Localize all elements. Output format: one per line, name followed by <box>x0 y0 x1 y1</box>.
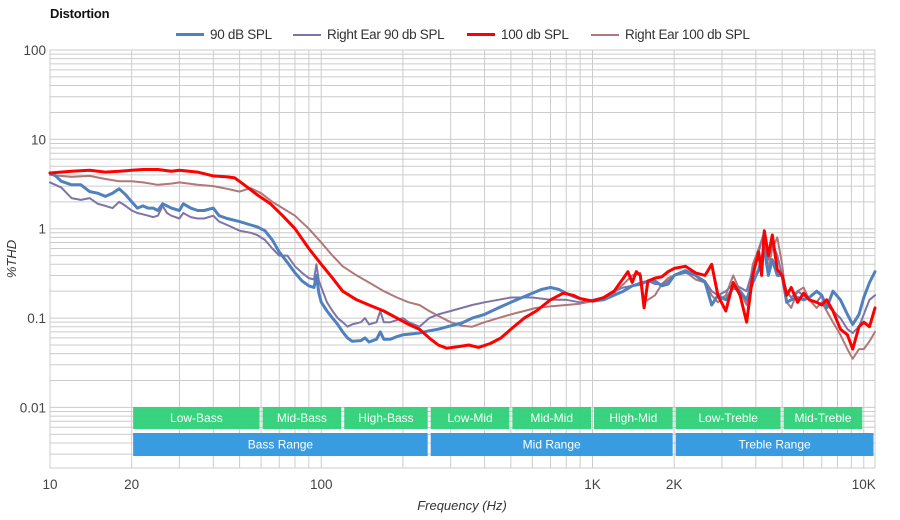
legend-swatch-right-90db <box>293 33 321 36</box>
mid-treble-band-label: Mid-Treble <box>794 411 851 425</box>
series-line-right-ear-100-db-spl <box>49 173 876 360</box>
y-tick-label: 0.1 <box>27 311 46 326</box>
series-line-90-db-spl <box>48 171 877 344</box>
bass-range-band <box>133 433 428 456</box>
legend-swatch-right-100db <box>591 33 619 36</box>
bass-range-band-label: Bass Range <box>248 438 314 452</box>
y-tick-label: 0.01 <box>20 400 46 415</box>
plot-border <box>49 49 876 469</box>
low-treble-band <box>675 407 781 429</box>
y-tick-label: 10 <box>31 132 46 147</box>
legend-item-right-100db[interactable]: Right Ear 100 db SPL <box>591 27 750 42</box>
low-mid-band <box>430 407 510 429</box>
x-tick-label: 10K <box>852 477 876 492</box>
legend-label-right-100db: Right Ear 100 db SPL <box>625 27 750 42</box>
mid-bass-band <box>262 407 342 429</box>
x-tick-label: 1K <box>584 477 601 492</box>
x-tick-label: 100 <box>310 477 333 492</box>
y-axis-title: %THD <box>4 240 19 278</box>
legend-item-100db[interactable]: 100 db SPL <box>467 27 569 42</box>
high-mid-band <box>594 407 673 429</box>
legend-item-right-90db[interactable]: Right Ear 90 db SPL <box>293 27 445 42</box>
legend-label-right-90db: Right Ear 90 db SPL <box>327 27 445 42</box>
x-axis-title: Frequency (Hz) <box>417 498 507 513</box>
low-bass-band-label: Low-Bass <box>170 411 223 425</box>
high-bass-band <box>344 407 428 429</box>
mid-range-band-label: Mid Range <box>523 438 581 452</box>
x-tick-label: 20 <box>124 477 139 492</box>
mid-treble-band <box>783 407 863 429</box>
mid-bass-band-label: Mid-Bass <box>277 411 327 425</box>
mid-range-band <box>430 433 673 456</box>
series-line-100-db-spl <box>48 168 877 351</box>
x-tick-label: 10 <box>42 477 57 492</box>
mid-mid-band-label: Mid-Mid <box>530 411 573 425</box>
treble-range-band <box>675 433 874 456</box>
legend-item-90db[interactable]: 90 dB SPL <box>176 27 272 42</box>
treble-range-band-label: Treble Range <box>738 438 811 452</box>
x-tick-label: 2K <box>666 477 683 492</box>
mid-mid-band <box>512 407 592 429</box>
series-line-right-ear-90-db-spl <box>49 181 876 334</box>
legend-swatch-100db <box>467 33 495 36</box>
legend-label-90db: 90 dB SPL <box>210 27 272 42</box>
high-bass-band-label: High-Bass <box>358 411 413 425</box>
y-tick-label: 100 <box>23 43 46 58</box>
axes: 100 10 1 0.1 0.01 10 20 100 1K 2K 10K <box>20 43 876 492</box>
high-mid-band-label: High-Mid <box>609 411 657 425</box>
series-lines <box>48 168 877 360</box>
legend-label-100db: 100 db SPL <box>501 27 569 42</box>
legend-swatch-90db <box>176 33 204 36</box>
y-tick-label: 1 <box>38 222 46 237</box>
low-treble-band-label: Low-Treble <box>698 411 758 425</box>
chart-title: Distortion <box>50 6 110 21</box>
low-mid-band-label: Low-Mid <box>447 411 492 425</box>
low-bass-band <box>133 407 260 429</box>
grid <box>49 49 876 469</box>
frequency-bands: Low-Bass Mid-Bass High-Bass Low-Mid Mid-Mid H… <box>133 407 874 456</box>
legend: 90 dB SPL Right Ear 90 db SPL 100 db SPL… <box>0 27 900 45</box>
